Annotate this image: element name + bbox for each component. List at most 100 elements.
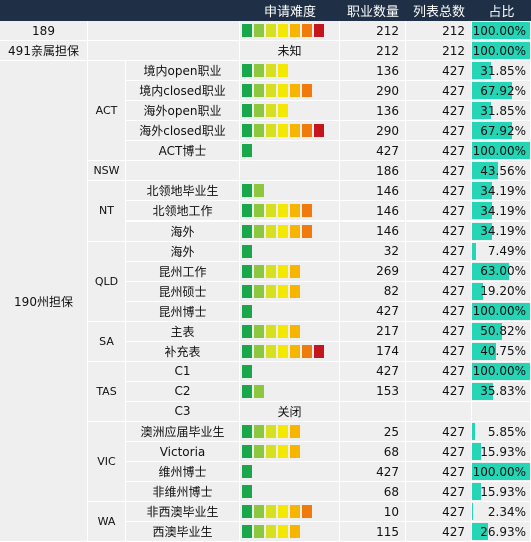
ratio-bar — [472, 503, 474, 521]
ratio-bar — [472, 322, 502, 340]
list-total: 427 — [406, 101, 472, 122]
difficulty-block — [278, 124, 288, 138]
difficulty-block — [290, 324, 300, 338]
difficulty-indicator: 关闭 — [240, 401, 340, 422]
occupation-count — [340, 401, 406, 422]
difficulty-block — [242, 425, 252, 439]
ratio-bar — [472, 382, 494, 400]
difficulty-block — [242, 124, 252, 138]
ratio-value: 67.92% — [480, 123, 526, 138]
occupation-count: 290 — [340, 121, 406, 142]
occupation-list-name: 昆州硕士 — [126, 281, 240, 302]
occupation-list-name: 西澳毕业生 — [126, 522, 240, 542]
difficulty-indicator — [240, 442, 340, 463]
list-total: 427 — [406, 341, 472, 362]
list-total: 427 — [406, 281, 472, 302]
difficulty-indicator — [240, 81, 340, 102]
occupation-count: 146 — [340, 201, 406, 222]
occupation-count: 269 — [340, 261, 406, 282]
list-total: 427 — [406, 81, 472, 102]
difficulty-indicator — [240, 341, 340, 362]
difficulty-block — [266, 505, 276, 519]
ratio-cell: 15.93% — [472, 442, 531, 463]
difficulty-block — [266, 64, 276, 78]
ratio-value: 40.75% — [480, 344, 526, 359]
state-label: VIC — [88, 422, 126, 503]
ratio-bar — [472, 102, 491, 120]
ratio-value: 31.85% — [480, 63, 526, 78]
occupation-list-name: 海外 — [126, 241, 240, 262]
difficulty-block — [242, 324, 252, 338]
difficulty-block — [290, 204, 300, 218]
difficulty-block — [290, 264, 300, 278]
ratio-cell: 2.34% — [472, 502, 531, 523]
difficulty-indicator — [240, 261, 340, 282]
ratio-bar — [472, 483, 482, 501]
difficulty-block — [278, 445, 288, 459]
difficulty-indicator — [240, 422, 340, 443]
occupation-list-name: 维州博士 — [126, 462, 240, 483]
difficulty-indicator — [240, 502, 340, 523]
difficulty-indicator — [240, 121, 340, 142]
state-label: NT — [88, 181, 126, 242]
difficulty-block — [254, 284, 264, 298]
difficulty-block — [278, 84, 288, 98]
occupation-list-name: 昆州工作 — [126, 261, 240, 282]
occupation-list-name: 非维州博士 — [126, 482, 240, 503]
ratio-value: 100.00% — [472, 23, 526, 38]
occupation-count: 68 — [340, 442, 406, 463]
list-total: 427 — [406, 522, 472, 542]
list-total: 427 — [406, 161, 472, 182]
ratio-value: 34.19% — [480, 224, 526, 239]
ratio-value: 7.49% — [487, 244, 526, 259]
ratio-cell: 50.82% — [472, 321, 531, 342]
occupation-count: 32 — [340, 241, 406, 262]
ratio-cell: 31.85% — [472, 61, 531, 82]
difficulty-block — [290, 124, 300, 138]
list-total: 427 — [406, 221, 472, 242]
ratio-cell — [472, 401, 531, 422]
ratio-cell: 100.00% — [472, 41, 531, 62]
difficulty-block — [278, 344, 288, 358]
difficulty-indicator — [240, 241, 340, 262]
difficulty-block — [290, 445, 300, 459]
difficulty-block — [242, 525, 252, 539]
difficulty-block — [302, 24, 312, 38]
ratio-cell: 19.20% — [472, 281, 531, 302]
list-total: 427 — [406, 201, 472, 222]
state-name-blank — [88, 21, 240, 42]
ratio-cell: 31.85% — [472, 101, 531, 122]
difficulty-block — [290, 525, 300, 539]
ratio-cell: 34.19% — [472, 221, 531, 242]
occupation-list-name: 北领地工作 — [126, 201, 240, 222]
occupation-list-name: 境内closed职业 — [126, 81, 240, 102]
ratio-value: 31.85% — [480, 103, 526, 118]
column-header-list-total: 列表总数 — [406, 0, 472, 21]
ratio-value: 63.00% — [480, 264, 526, 279]
ratio-bar — [472, 423, 476, 441]
occupation-list-name: C1 — [126, 361, 240, 382]
difficulty-block — [302, 224, 312, 238]
difficulty-block — [266, 525, 276, 539]
ratio-bar — [472, 22, 530, 40]
occupation-count: 290 — [340, 81, 406, 102]
difficulty-block — [242, 344, 252, 358]
difficulty-block — [302, 84, 312, 98]
difficulty-indicator — [240, 361, 340, 382]
ratio-bar — [472, 182, 493, 200]
difficulty-block — [242, 264, 252, 278]
ratio-bar — [472, 162, 498, 180]
difficulty-block — [278, 505, 288, 519]
difficulty-block — [242, 445, 252, 459]
ratio-bar — [472, 42, 530, 60]
occupation-list-name: ACT博士 — [126, 141, 240, 162]
difficulty-block — [254, 224, 264, 238]
difficulty-block — [254, 204, 264, 218]
difficulty-block — [242, 465, 252, 479]
difficulty-block — [254, 24, 264, 38]
difficulty-indicator — [240, 301, 340, 322]
column-header-difficulty: 申请难度 — [240, 0, 340, 21]
difficulty-block — [242, 224, 252, 238]
ratio-cell: 7.49% — [472, 241, 531, 262]
difficulty-indicator — [240, 522, 340, 542]
